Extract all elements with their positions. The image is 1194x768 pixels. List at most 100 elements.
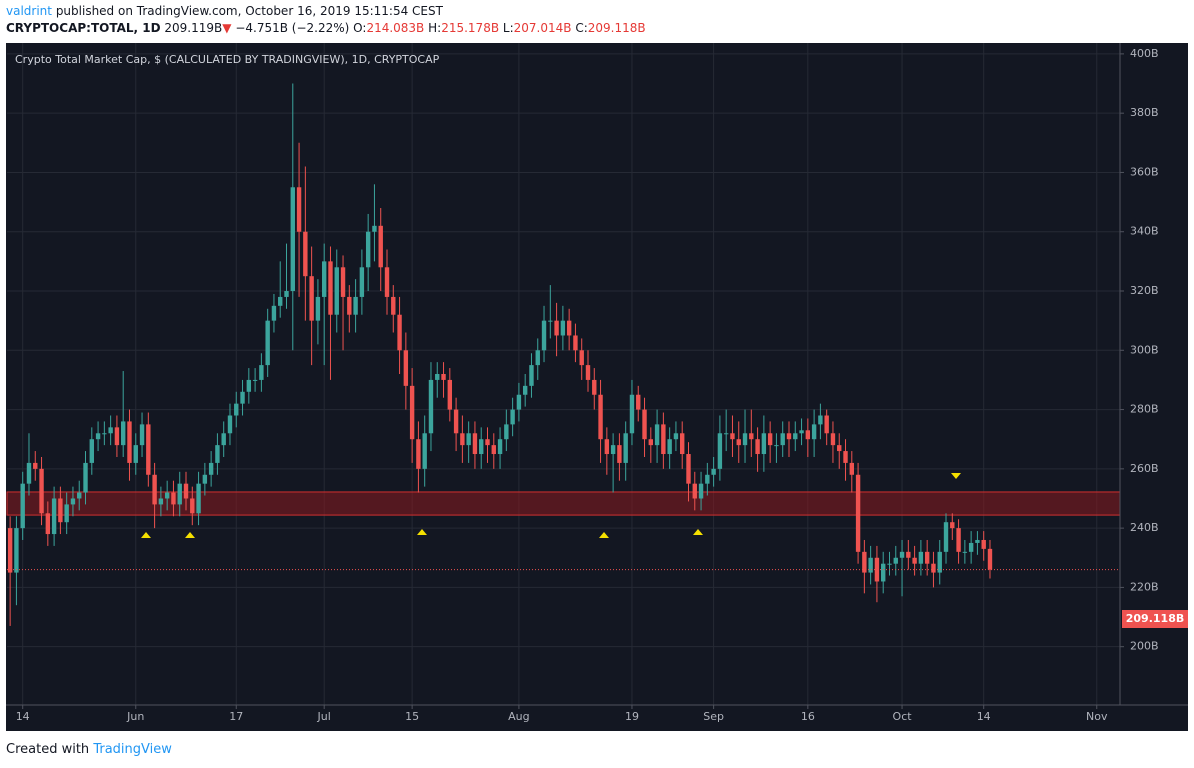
candle-body [548,320,553,322]
up-marker [417,529,427,535]
candle-body [89,439,94,463]
candle-body [705,474,710,484]
candle-body [667,439,672,455]
low-value: 207.014B [513,21,572,35]
candle-body [14,528,19,573]
candle-body [874,557,880,582]
candle-body [686,454,691,484]
candle-body [887,563,892,565]
candle-body [736,439,741,446]
candle-body [234,403,239,416]
candle-body [359,267,365,297]
candle-body [435,374,440,380]
x-tick-label: Jun [126,710,144,723]
candle-body [837,445,842,452]
candle-body [529,365,534,386]
candle-body [749,433,754,440]
candle-body [623,433,628,463]
x-tick-label: Jul [317,710,331,723]
candle-body [472,433,478,455]
candle-body [811,424,817,440]
candle-body [510,409,515,425]
candle-body [717,433,723,469]
x-tick-label: Sep [703,710,724,723]
last-price: 209.119B [164,21,223,35]
up-marker [185,532,195,538]
candle-body [309,276,314,321]
candle-body [893,557,898,564]
candle-body [33,462,38,469]
x-tick-label: 14 [977,710,991,723]
candle-body [648,439,654,446]
candle-body [26,462,32,484]
close-label: C: [575,21,588,35]
candle-body [428,379,434,434]
candle-body [799,430,804,434]
candle-body [868,557,873,573]
candle-body [692,483,697,499]
change: −4.751B (−2.22%) [235,21,350,35]
candle-body [58,498,63,523]
candle-body [221,433,226,446]
candle-body [761,433,767,455]
candle-body [466,433,471,446]
candle-body [535,350,540,366]
candle-body [296,187,302,232]
candle-body [240,391,245,404]
candle-body [328,261,333,315]
candle-body [918,551,924,564]
candle-body [943,522,949,552]
axes: 200B 220B 240B 260B 280B 300B 320B 340B 360B 380B… [16,47,1188,723]
chart-title: Crypto Total Market Cap, $ (CALCULATED B… [15,53,440,66]
candle-body [956,528,961,552]
candle-body [742,433,748,446]
candle-body [139,424,145,446]
candle-body [849,462,854,475]
candle-body [83,462,88,493]
annotations [141,473,961,538]
candle-body [202,474,208,484]
candle-body [177,483,182,505]
candle-body [271,305,277,321]
candle-body [491,445,496,455]
down-marker [951,473,961,479]
change-arrow: ▼ [222,21,232,35]
candle-body [786,433,792,440]
candle-body [39,468,44,514]
candle-body [321,261,327,297]
candle-body [673,433,679,440]
candle-body [20,483,25,529]
candle-body [642,409,647,440]
y-tick-label: 260B [1130,462,1159,475]
open-value: 214.083B [366,21,425,35]
candle-body [723,433,729,435]
candle-body [981,539,986,549]
candle-body [121,421,126,446]
candle-body [447,379,453,410]
candle-body [259,365,264,380]
candle-body [453,409,459,434]
candle-body [504,424,509,440]
candle-body [152,474,157,505]
candle-body [950,522,955,529]
footer-brand[interactable]: TradingView [93,742,172,757]
y-tick-label: 400B [1130,47,1159,60]
candle-body [51,498,57,535]
x-tick-label: 17 [229,710,243,723]
candle-body [617,445,622,463]
y-tick-label: 200B [1130,640,1159,653]
author[interactable]: valdrint [6,4,52,18]
candle-body [409,385,415,440]
candle-body [114,427,120,446]
candle-body [824,415,829,434]
candle-body [698,483,704,499]
candle-body [987,548,993,570]
candle-body [340,267,346,297]
candle-body [7,528,13,573]
grid [7,43,1120,705]
candle-body [805,430,811,440]
candle-body [767,433,773,446]
candle-body [585,365,591,380]
candle-body [610,445,616,455]
candle-body [334,267,339,315]
